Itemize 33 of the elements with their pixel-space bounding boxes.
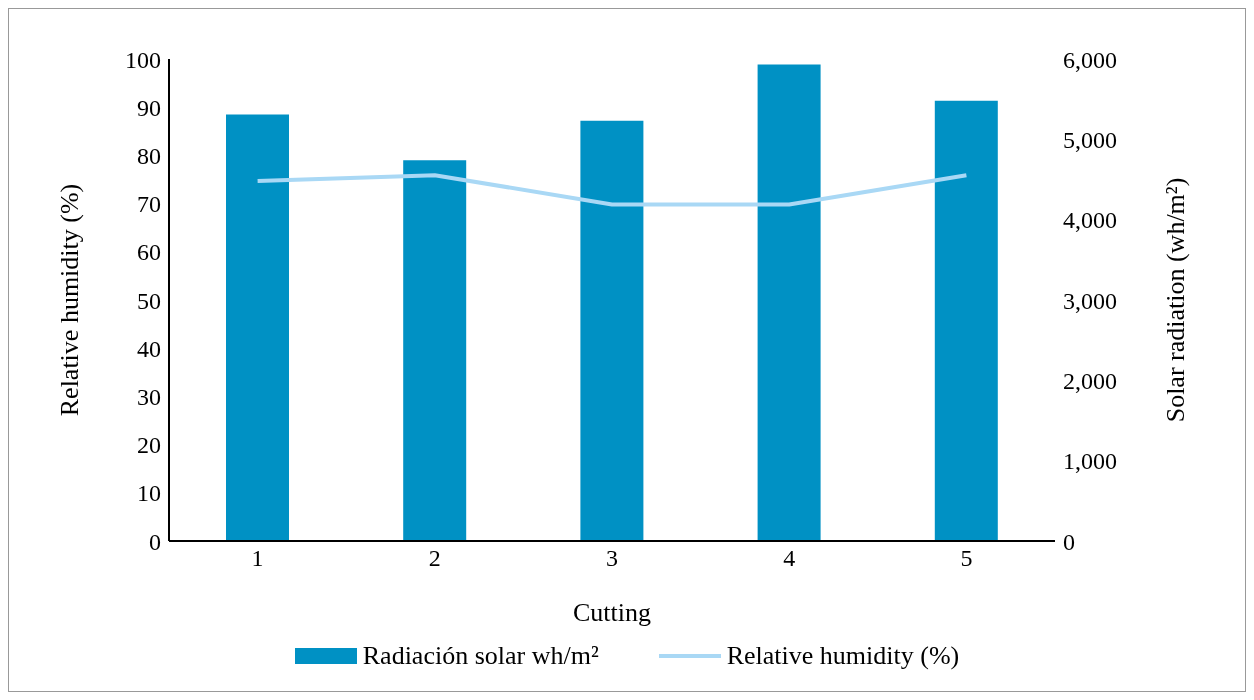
bar <box>403 160 467 541</box>
bar <box>580 120 644 541</box>
x-tick-label: 1 <box>251 545 264 572</box>
y-tick-label: 30 <box>137 383 161 410</box>
bar <box>934 100 998 541</box>
y-tick-label: 20 <box>137 432 161 459</box>
y-axis-title: Relative humidity (%) <box>55 183 85 417</box>
y-tick-label: 90 <box>137 94 161 121</box>
x-tick-label: 5 <box>960 545 973 572</box>
y-tick-label: 40 <box>137 335 161 362</box>
y-tick-label: 0 <box>149 528 161 555</box>
legend-label: Radiación solar wh/m² <box>362 641 599 671</box>
y2-tick-label: 4,000 <box>1063 207 1117 234</box>
y-tick-label: 60 <box>137 239 161 266</box>
y2-tick-label: 1,000 <box>1063 448 1117 475</box>
x-tick-label: 3 <box>606 545 618 572</box>
y2-tick-label: 6,000 <box>1063 46 1117 73</box>
y-tick-label: 100 <box>125 46 161 73</box>
y2-tick-label: 5,000 <box>1063 126 1117 153</box>
y-tick-label: 80 <box>137 142 161 169</box>
legend-label: Relative humidity (%) <box>726 641 960 671</box>
x-axis-title: Cutting <box>572 598 652 627</box>
y-tick-label: 70 <box>137 191 161 218</box>
y-tick-label: 10 <box>137 480 161 507</box>
y2-tick-label: 2,000 <box>1063 367 1117 394</box>
y-tick-label: 50 <box>137 287 161 314</box>
y2-tick-label: 0 <box>1063 528 1075 555</box>
bar <box>226 114 289 541</box>
y2-axis-title: Solar radiation (wh/m²) <box>1161 177 1191 423</box>
y2-tick-label: 3,000 <box>1063 287 1117 314</box>
bar <box>757 64 821 541</box>
x-tick-label: 4 <box>783 545 796 572</box>
x-tick-label: 2 <box>428 545 441 572</box>
